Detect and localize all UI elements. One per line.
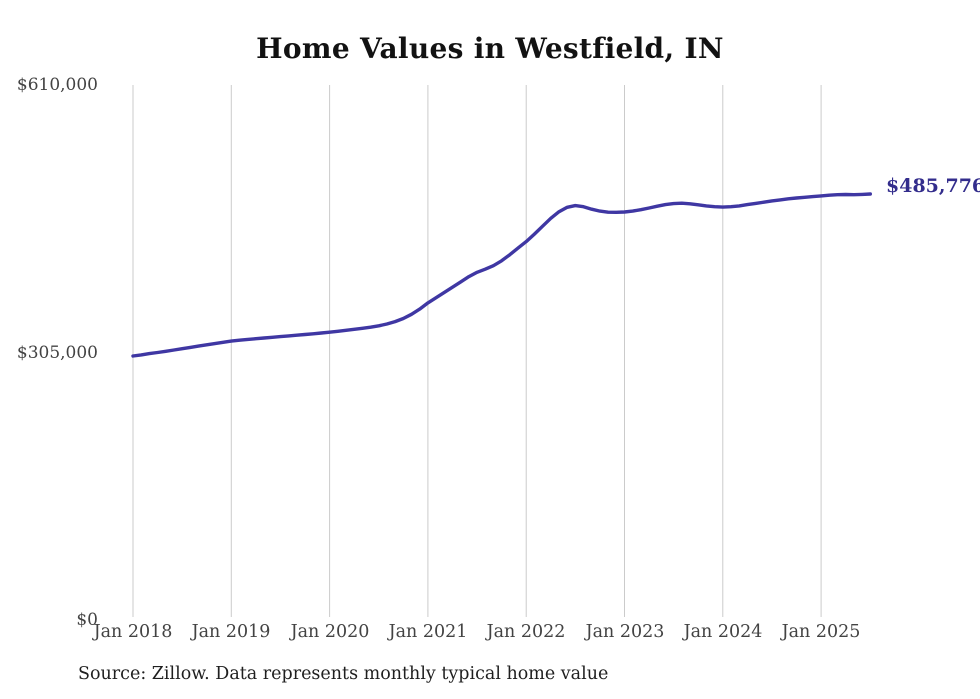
- source-note: Source: Zillow. Data represents monthly …: [78, 664, 609, 684]
- x-axis-label-jan-2025: Jan 2025: [781, 622, 861, 642]
- latest-value-label: $485,776: [886, 175, 980, 197]
- y-axis-label-0: $0: [76, 610, 98, 630]
- x-axis-label-jan-2023: Jan 2023: [585, 622, 665, 642]
- x-axis-label-jan-2021: Jan 2021: [388, 622, 468, 642]
- x-axis-label-jan-2019: Jan 2019: [191, 622, 271, 642]
- x-axis-label-jan-2022: Jan 2022: [486, 622, 566, 642]
- x-axis-label-jan-2020: Jan 2020: [290, 622, 370, 642]
- home-value-line: [131, 192, 872, 358]
- y-axis-label-1: $305,000: [16, 343, 98, 363]
- x-axis-label-jan-2018: Jan 2018: [93, 622, 173, 642]
- y-axis-label-2: $610,000: [16, 75, 98, 95]
- chart-title: Home Values in Westfield, IN: [256, 32, 724, 65]
- x-axis-label-jan-2024: Jan 2024: [683, 622, 763, 642]
